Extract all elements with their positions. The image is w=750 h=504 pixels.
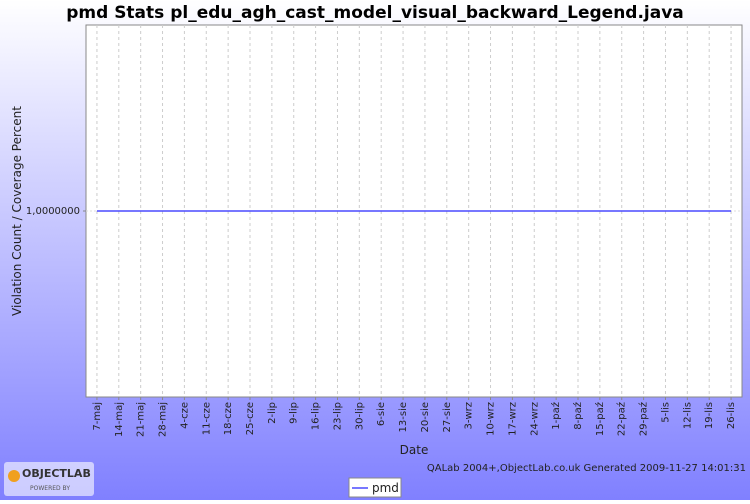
- x-tick-label: 27-sie: [442, 402, 453, 432]
- chart-title: pmd Stats pl_edu_agh_cast_model_visual_b…: [66, 3, 684, 23]
- x-tick-label: 7-maj: [92, 402, 103, 431]
- x-tick-label: 11-cze: [201, 402, 212, 435]
- legend: [348, 477, 402, 498]
- x-tick-label: 12-lis: [682, 402, 693, 429]
- x-tick-label: 28-maj: [158, 402, 169, 437]
- x-tick-label: 19-lis: [704, 402, 715, 429]
- logo-icon: [8, 470, 20, 482]
- logo: OBJECTLAB POWERED BY: [4, 462, 94, 496]
- logo-name: OBJECTLAB: [22, 467, 91, 480]
- x-tick-label: 14-maj: [114, 402, 125, 437]
- footer: QALab 2004+,ObjectLab.co.uk Generated 20…: [427, 463, 746, 474]
- x-tick-label: 16-lip: [311, 402, 322, 430]
- x-tick-label: 2-lip: [267, 402, 278, 424]
- x-tick-label: 24-wrz: [529, 402, 540, 436]
- x-axis-label: Date: [400, 443, 429, 457]
- x-tick-label: 3-wrz: [464, 402, 475, 430]
- x-tick-label: 25-cze: [245, 402, 256, 435]
- x-tick-label: 1-paź: [550, 402, 562, 430]
- x-tick-label: 22-paź: [616, 402, 628, 436]
- x-tick-label: 6-sie: [376, 402, 387, 426]
- x-tick-label: 9-lip: [289, 402, 300, 424]
- x-tick-label: 18-cze: [223, 402, 234, 435]
- x-tick-label: 10-wrz: [486, 402, 497, 436]
- x-tick-label: 17-wrz: [507, 402, 518, 436]
- x-tick-label: 23-lip: [332, 402, 343, 430]
- x-tick-label: 15-paź: [594, 402, 606, 436]
- y-tick-label: 1,0000000: [26, 206, 80, 217]
- y-axis-label: Violation Count / Coverage Percent: [10, 106, 24, 316]
- x-tick-label: 8-paź: [572, 402, 584, 430]
- x-tick-label: 13-sie: [398, 402, 409, 432]
- x-tick-label: 20-sie: [420, 402, 431, 432]
- x-tick-label: 30-lip: [354, 402, 365, 430]
- x-tick-label: 4-cze: [179, 402, 190, 429]
- x-tick-label: 21-maj: [136, 402, 147, 437]
- x-tick-label: 29-paź: [638, 402, 650, 436]
- x-tick-label: 26-lis: [726, 402, 737, 429]
- logo-tagline: POWERED BY: [30, 485, 70, 492]
- x-tick-label: 5-lis: [660, 402, 671, 423]
- legend-label: pmd: [372, 481, 399, 495]
- logo-box: [4, 462, 94, 496]
